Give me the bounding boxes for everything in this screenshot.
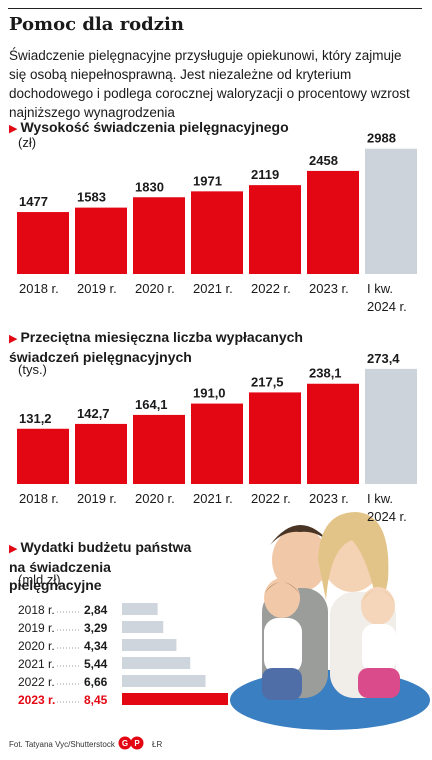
category-label: 2023 r. xyxy=(309,491,349,506)
category-label: 2019 r. xyxy=(77,281,117,296)
lead-paragraph: Świadczenie pielęgnacyjne przysługuje op… xyxy=(9,48,410,120)
bar xyxy=(307,170,359,274)
data-label: 238,1 xyxy=(309,366,342,381)
category-label: I kw. xyxy=(367,281,393,296)
data-label: 191,0 xyxy=(193,386,226,401)
bar xyxy=(122,693,228,705)
chart-count: 131,2 2018 r. 142,7 2019 r. 164,1 2020 r. 191,… xyxy=(17,351,417,524)
data-label: 2988 xyxy=(367,131,396,146)
category-label: 2020 r. xyxy=(18,639,55,653)
bar xyxy=(249,185,301,274)
bar xyxy=(191,191,243,274)
author-initials: ŁR xyxy=(152,740,163,749)
bar xyxy=(133,414,185,484)
bar xyxy=(365,148,417,274)
svg-text:G: G xyxy=(122,739,128,748)
chart3-title: Wydatki budżetu państwa na świadczenia p… xyxy=(9,539,192,593)
category-label: 2022 r. xyxy=(251,491,291,506)
bar xyxy=(365,368,417,484)
category-label: I kw. xyxy=(367,491,393,506)
bar xyxy=(17,428,69,484)
data-label: 1477 xyxy=(19,194,48,209)
bar xyxy=(122,675,206,687)
bar xyxy=(249,392,301,484)
page-title: Pomoc dla rodzin xyxy=(9,14,184,35)
category-label: 2021 r. xyxy=(193,281,233,296)
bar xyxy=(122,621,164,633)
bar xyxy=(122,639,177,651)
category-label: 2018 r. xyxy=(18,603,55,617)
category-label: 2023 r. xyxy=(309,281,349,296)
data-label: 164,1 xyxy=(135,397,168,412)
family-photo xyxy=(230,512,430,730)
category-label: 2018 r. xyxy=(19,281,59,296)
data-label: 8,45 xyxy=(84,693,108,707)
bar xyxy=(307,383,359,484)
triangle-right-icon: ▶ xyxy=(9,333,18,345)
chart2-heading: ▶ Przeciętna miesięczna liczba wypłacanyc… xyxy=(9,328,309,366)
category-label: 2020 r. xyxy=(135,281,175,296)
data-label: 1583 xyxy=(77,190,106,205)
bar xyxy=(122,657,191,669)
category-label: 2022 r. xyxy=(251,281,291,296)
category-label: 2019 r. xyxy=(18,621,55,635)
bar xyxy=(75,423,127,484)
data-label: 4,34 xyxy=(84,639,108,653)
bar xyxy=(133,197,185,274)
chart3-heading: ▶ Wydatki budżetu państwa na świadczenia … xyxy=(9,538,199,594)
category-label: 2019 r. xyxy=(77,491,117,506)
bar xyxy=(191,403,243,484)
data-label: 217,5 xyxy=(251,374,284,389)
gp-logo: G P xyxy=(118,736,144,750)
data-label: 142,7 xyxy=(77,406,110,421)
chart1-heading: ▶ Wysokość świadczenia pielęgnacyjnego xyxy=(9,118,289,138)
category-label: 2021 r. xyxy=(18,657,55,671)
chart1-unit: (zł) xyxy=(18,135,37,150)
category-label: 2018 r. xyxy=(19,491,59,506)
data-label: 2,84 xyxy=(84,603,108,617)
chart2-title: Przeciętna miesięczna liczba wypłacanych… xyxy=(9,329,303,365)
svg-text:P: P xyxy=(134,739,140,748)
category-label: 2021 r. xyxy=(193,491,233,506)
data-label: 2119 xyxy=(251,167,279,182)
top-rule xyxy=(8,8,422,9)
data-label: 5,44 xyxy=(84,657,108,671)
bar xyxy=(17,212,69,274)
triangle-right-icon: ▶ xyxy=(9,123,18,135)
chart2-unit: (tys.) xyxy=(18,362,47,377)
chart3-unit: (mld zł) xyxy=(18,572,61,587)
chart1-title: Wysokość świadczenia pielęgnacyjnego xyxy=(20,119,289,135)
chart-salary: 1477 2018 r. 1583 2019 r. 1830 2020 r. 1971 202… xyxy=(17,131,417,314)
category-label: 2024 r. xyxy=(367,299,407,314)
data-label: 2458 xyxy=(309,153,338,168)
data-label: 3,29 xyxy=(84,621,108,635)
photo-credit: Fot. Tatyana Vyc/Shutterstock xyxy=(9,740,115,749)
category-label: 2020 r. xyxy=(135,491,175,506)
bar xyxy=(122,603,158,615)
triangle-right-icon: ▶ xyxy=(9,543,18,555)
data-label: 1830 xyxy=(135,179,164,194)
data-label: 273,4 xyxy=(367,351,400,366)
chart-budget: 2018 r. 2,84 2019 r. 3,29 2020 r. 4,34 2021 r.… xyxy=(18,603,228,707)
category-label: 2022 r. xyxy=(18,675,55,689)
data-label: 6,66 xyxy=(84,675,108,689)
category-label: 2024 r. xyxy=(367,509,407,524)
bar xyxy=(75,207,127,274)
data-label: 131,2 xyxy=(19,411,52,426)
category-label: 2023 r. xyxy=(18,693,55,707)
data-label: 1971 xyxy=(193,173,222,188)
